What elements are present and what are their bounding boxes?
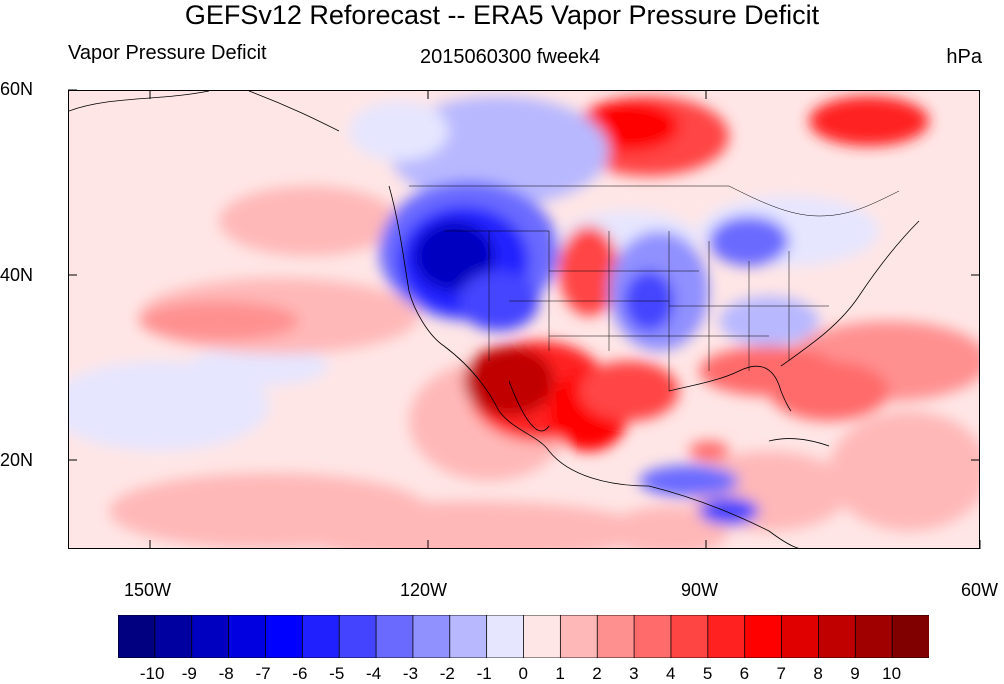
colorbar-swatch [449,615,488,658]
colorbar-swatch [670,615,709,658]
colorbar-label: 5 [702,664,713,683]
colorbar-label: 8 [813,664,823,683]
colorbar-label: 10 [882,664,902,683]
colorbar-swatch [744,615,783,658]
colorbar-label: -8 [218,664,234,683]
colorbar-swatch [228,615,267,658]
colorbar-swatch [191,615,230,658]
colorbar-label: -3 [402,664,419,683]
colorbar-label: 4 [665,664,676,683]
colorbar-label: 7 [776,664,786,683]
colorbar-swatch [301,615,341,658]
colorbar-swatch [412,615,451,658]
vpd-map-panel [68,90,980,549]
colorbar-label: -1 [476,664,492,683]
lat-label-60n: 60N [0,79,34,99]
lon-label-60w: 60W [961,580,999,600]
colorbar-label: 3 [629,664,639,683]
anomaly-field [69,96,979,548]
colorbar-label: 2 [592,664,602,683]
colorbar-swatch [818,615,857,658]
colorbar-swatch [596,615,635,658]
colorbar-label: -7 [255,664,271,683]
colorbar-label: 1 [555,664,565,683]
vpd-field-svg [69,91,979,548]
units-label: hPa [946,46,982,68]
colorbar-swatch [854,615,894,658]
colorbar-swatch [707,615,746,658]
colorbar-swatch [338,615,377,658]
lon-label-90w: 90W [681,580,719,600]
plot-title: GEFSv12 Reforecast -- ERA5 Vapor Pressur… [184,0,820,30]
colorbar-swatch [375,615,414,658]
colorbar-label: -6 [292,664,308,683]
variable-label: Vapor Pressure Deficit [68,42,267,64]
lon-label-120w: 120W [400,580,448,600]
colorbar-swatch [118,615,156,658]
colorbar-swatch [154,615,193,658]
colorbar-swatch [559,615,599,658]
colorbar-swatch [486,615,525,658]
lat-label-40n: 40N [0,265,34,285]
colorbar-swatch [781,615,820,658]
colorbar-label: -9 [181,664,197,683]
colorbar-swatch [633,615,672,658]
colorbar-label: 9 [850,664,860,683]
coastline-outlines [69,91,920,548]
state-borders [409,185,900,391]
lat-label-20n: 20N [0,450,34,470]
colorbar-swatch [891,615,929,658]
colorbar [118,615,929,658]
colorbar-label: -10 [139,664,165,683]
colorbar-swatch [523,615,562,658]
forecast-time-label: 2015060300 fweek4 [420,46,601,68]
lon-label-150w: 150W [124,580,172,600]
colorbar-label: 6 [739,664,750,683]
colorbar-label: -4 [366,664,382,683]
colorbar-swatch [265,615,304,658]
colorbar-label: -2 [439,664,455,683]
colorbar-label: -5 [329,664,345,683]
colorbar-label: 0 [518,664,528,683]
